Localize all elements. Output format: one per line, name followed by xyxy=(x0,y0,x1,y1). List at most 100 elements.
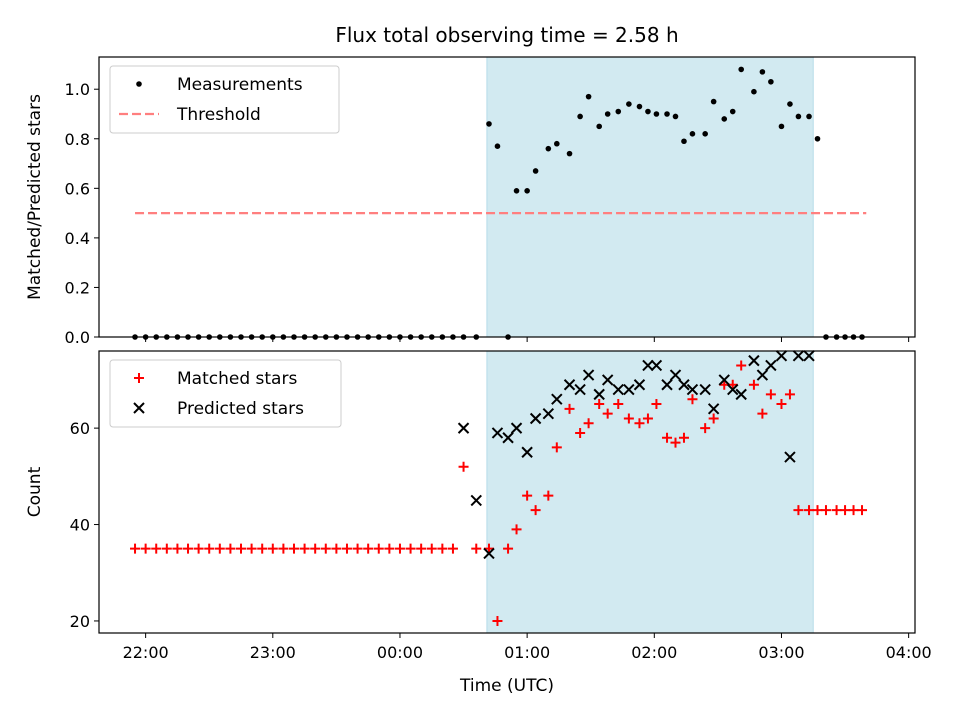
predicted-point xyxy=(718,374,730,386)
measurement-point xyxy=(486,121,492,127)
matched-point xyxy=(447,543,458,554)
matched-point xyxy=(331,543,342,554)
measurement-point xyxy=(702,131,708,137)
measurement-point xyxy=(759,69,766,75)
predicted-point xyxy=(792,350,805,362)
matched-point xyxy=(678,432,689,443)
y-tick-label: 60 xyxy=(70,419,90,438)
matched-point xyxy=(748,379,759,390)
predicted-point xyxy=(457,422,470,434)
y-tick-label: 0.8 xyxy=(65,130,90,149)
legend-label: Predicted stars xyxy=(177,399,304,419)
y-tick-label: 0.4 xyxy=(65,229,90,248)
measurement-point xyxy=(681,138,687,145)
predicted-point xyxy=(642,359,654,372)
matched-point xyxy=(831,505,842,516)
matched-point xyxy=(394,543,405,554)
predicted-point xyxy=(601,374,614,386)
matched-point xyxy=(662,432,673,443)
measurement-point xyxy=(653,111,660,117)
y-tick-label: 0.0 xyxy=(65,328,90,347)
matched-point xyxy=(140,543,151,554)
predicted-point xyxy=(803,350,815,362)
matched-point xyxy=(246,543,257,554)
panel-count: 22:00 23:00 00:00 01:00 02:00 03:00 04:00 20 40 6… xyxy=(25,350,932,662)
matched-point xyxy=(483,543,494,554)
matched-point xyxy=(471,543,482,554)
predicted-point xyxy=(661,379,673,391)
matched-point xyxy=(384,543,395,554)
matched-point xyxy=(784,389,795,400)
x-axis-label: Time (UTC) xyxy=(459,676,554,696)
matched-point xyxy=(320,543,331,554)
matched-point xyxy=(341,543,352,554)
matched-point xyxy=(363,543,374,554)
chart-title: Flux total observing time = 2.58 h xyxy=(335,23,678,47)
matched-point xyxy=(416,543,427,554)
panels: 0.0 0.2 0.4 0.6 0.8 1.0 Matched/Predicted star… xyxy=(25,56,932,662)
matched-point xyxy=(543,490,554,501)
predicted-point xyxy=(727,383,739,396)
matched-point xyxy=(757,408,768,419)
measurement-point xyxy=(545,145,552,152)
matched-point xyxy=(765,389,776,400)
matched-point xyxy=(857,505,868,516)
matched-point xyxy=(267,543,278,554)
predicted-point xyxy=(756,369,769,381)
legend-label: Threshold xyxy=(176,105,261,125)
y-tick-label: 1.0 xyxy=(65,80,90,99)
predicted-point xyxy=(633,379,646,391)
matched-point xyxy=(736,360,747,371)
matched-point xyxy=(812,505,823,516)
measurement-point xyxy=(787,101,793,107)
measurement-point xyxy=(604,111,611,117)
legend-label: Measurements xyxy=(177,75,303,95)
y-axis-label: Count xyxy=(25,466,45,517)
x-tick-label: 22:00 xyxy=(123,643,169,662)
measurement-point xyxy=(577,113,583,120)
matched-point xyxy=(708,413,719,424)
legend-box xyxy=(109,359,342,428)
measurement-point xyxy=(689,131,696,137)
matched-point xyxy=(458,461,469,472)
measurement-point xyxy=(806,113,812,120)
matched-point xyxy=(623,413,634,424)
matched-point xyxy=(183,543,194,554)
predicted-point xyxy=(748,354,760,367)
predicted-point xyxy=(582,369,595,381)
matched-point xyxy=(214,543,225,554)
matched-point xyxy=(373,543,384,554)
x-tick-label: 01:00 xyxy=(504,643,550,662)
measurement-point xyxy=(795,113,802,120)
y-tick-label: 0.2 xyxy=(65,278,90,297)
observing-span xyxy=(486,350,814,634)
measurement-point xyxy=(645,108,651,115)
matched-point xyxy=(161,543,172,554)
matched-point xyxy=(793,505,804,516)
matched-point xyxy=(193,543,204,554)
measurement-point xyxy=(513,188,520,194)
matched-point xyxy=(642,413,653,424)
matched-point xyxy=(583,418,594,429)
matched-point xyxy=(492,615,503,626)
predicted-point xyxy=(707,403,720,415)
predicted-point xyxy=(510,422,523,434)
matched-point xyxy=(700,423,711,434)
matched-point xyxy=(840,505,851,516)
y-axis-label: Matched/Predicted stars xyxy=(25,94,45,300)
measurement-point xyxy=(585,93,592,100)
matched-point xyxy=(405,543,416,554)
matched-point xyxy=(310,543,321,554)
legend-marker-predicted xyxy=(133,402,145,414)
matched-point xyxy=(776,399,787,410)
measurement-point xyxy=(596,123,602,130)
measurement-point xyxy=(532,168,539,174)
observing-span xyxy=(486,56,814,338)
predicted-point xyxy=(775,350,788,362)
matched-point xyxy=(564,403,575,414)
predicted-point xyxy=(765,359,777,372)
x-tick-label: 02:00 xyxy=(631,643,677,662)
matched-point xyxy=(820,505,831,516)
predicted-point xyxy=(529,412,542,425)
